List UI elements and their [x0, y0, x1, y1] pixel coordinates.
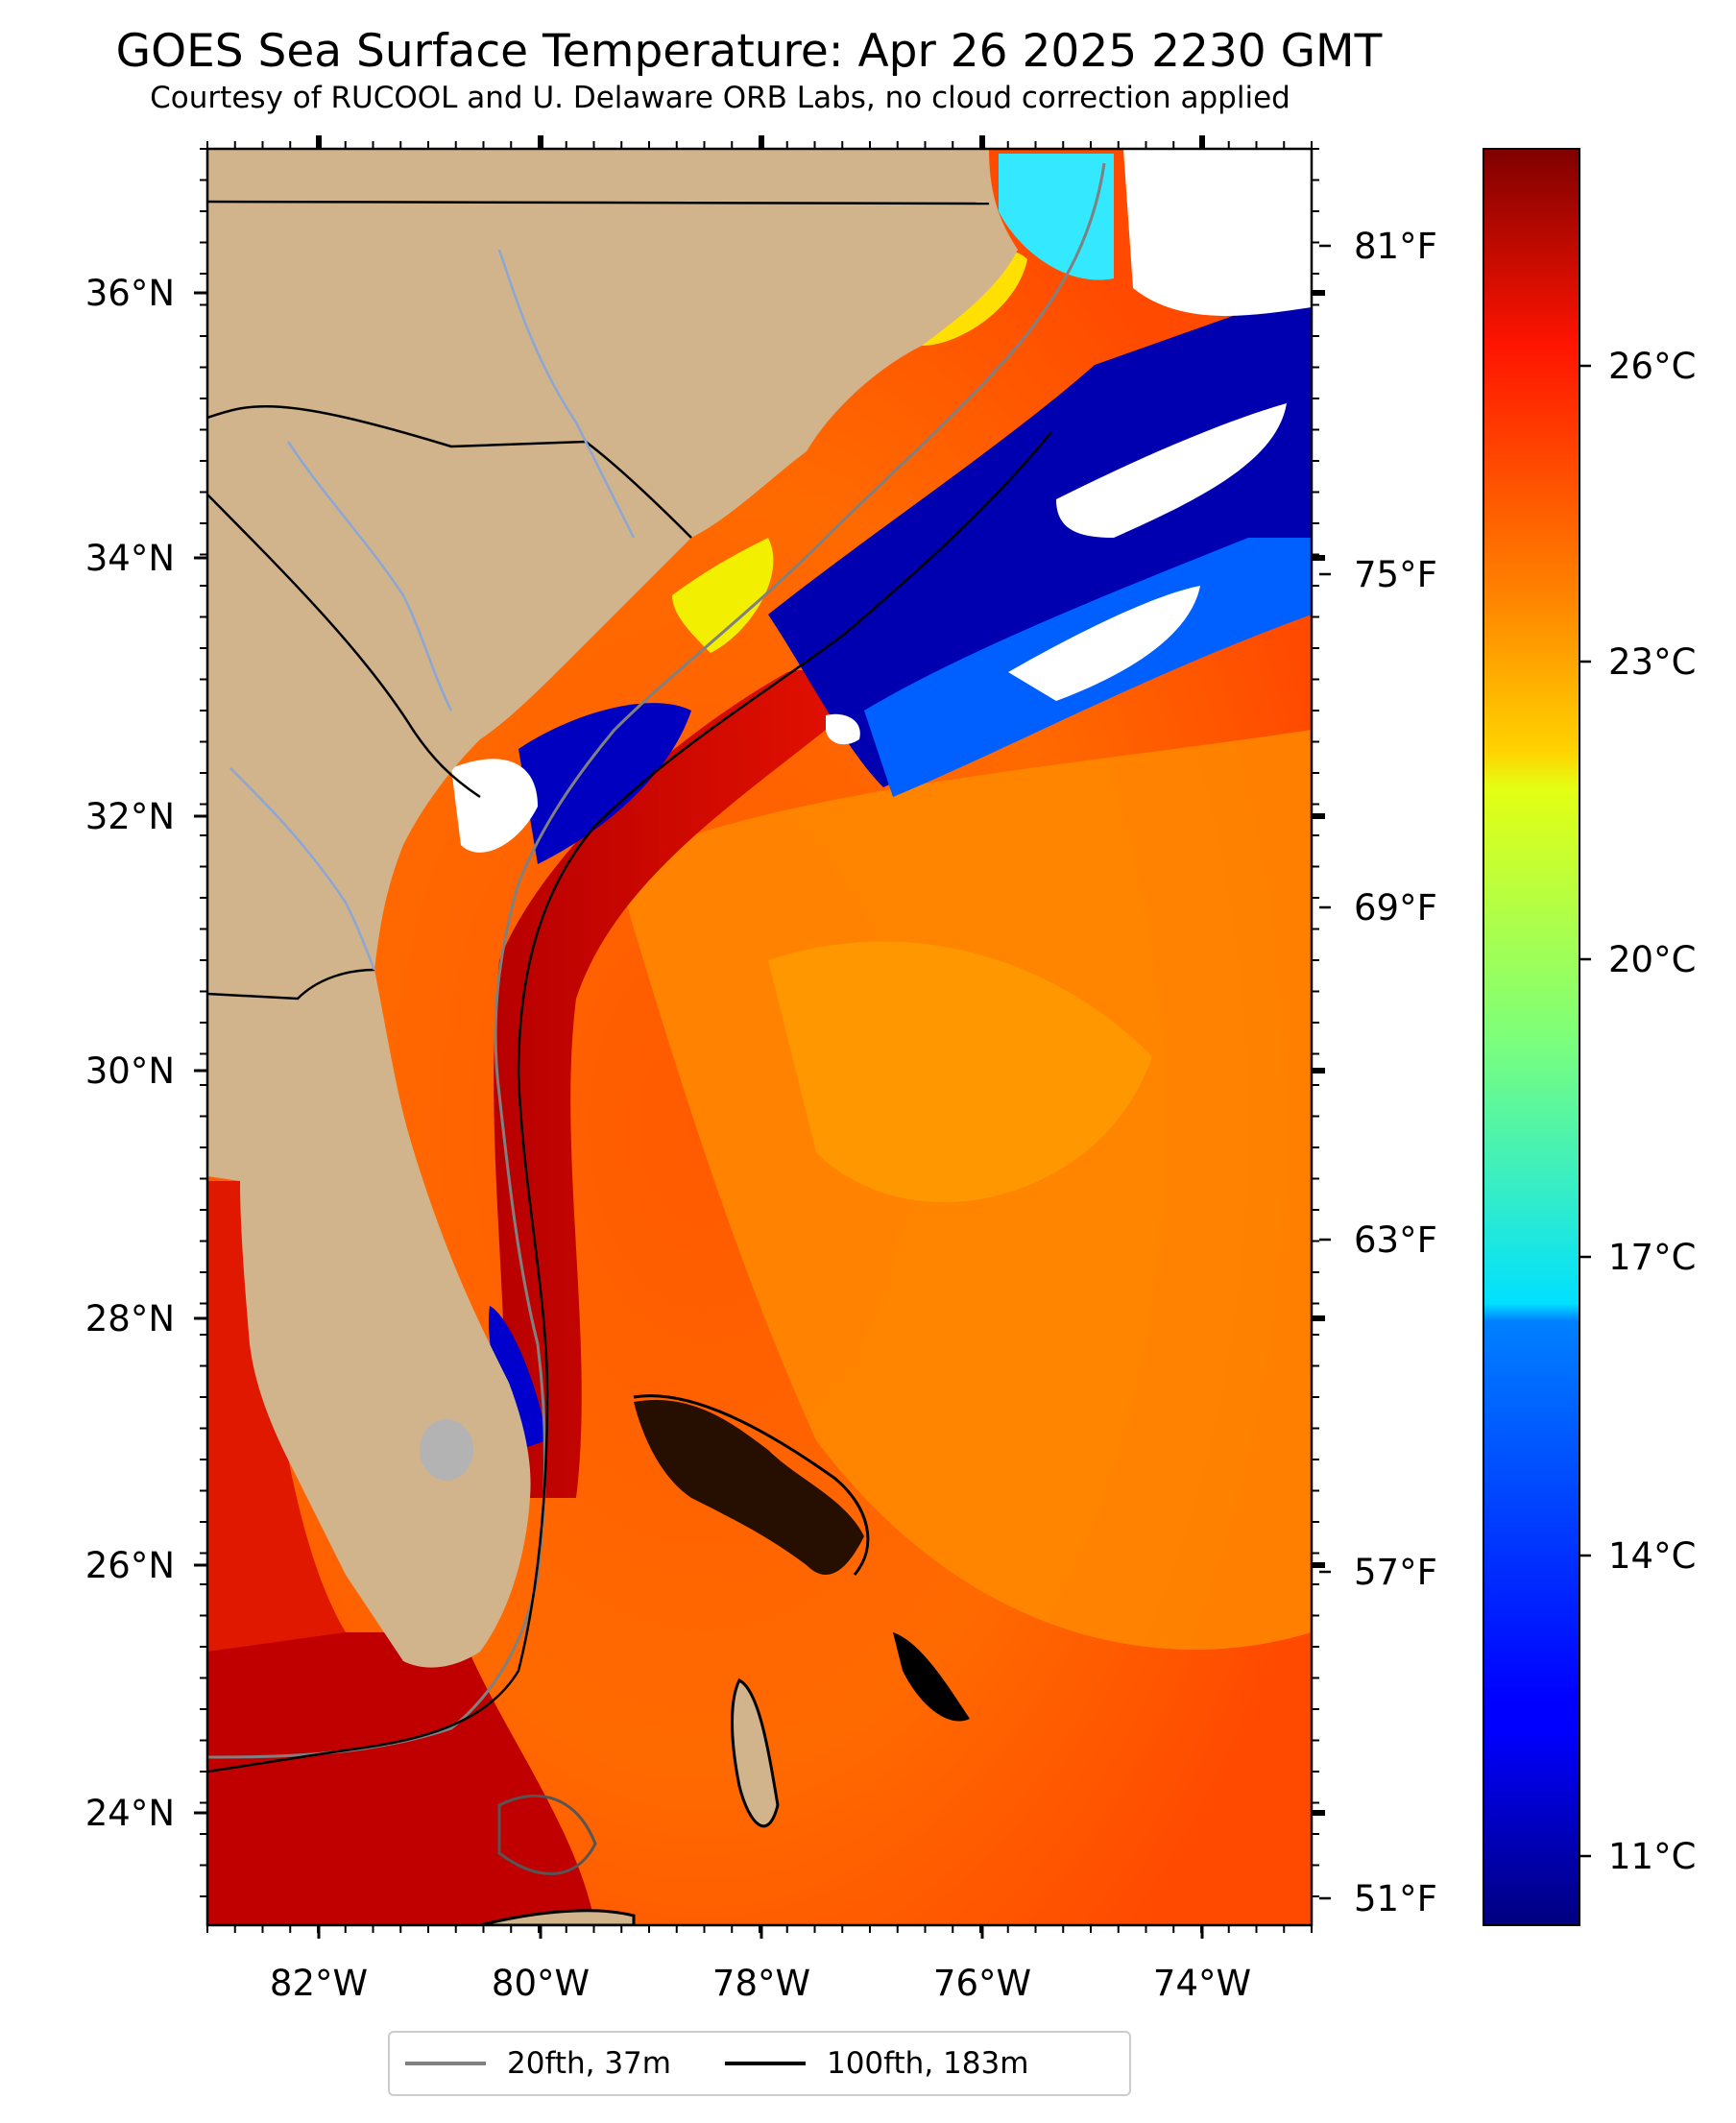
cbar-label-20: 20°C	[1608, 939, 1696, 980]
cloud-band-2	[1008, 586, 1200, 701]
lat-label-32: 32°N	[85, 796, 175, 837]
lon-label-82: 82°W	[270, 1963, 368, 2004]
f-label-69: 69°F	[1354, 887, 1437, 929]
lat-label-24: 24°N	[85, 1793, 175, 1834]
lat-label-34: 34°N	[85, 538, 175, 579]
ga-fl-border	[207, 968, 375, 1001]
lat-label-30: 30°N	[85, 1050, 175, 1092]
grand-bahama	[634, 1400, 864, 1575]
lat-label-26: 26°N	[85, 1545, 175, 1586]
land-us-southeast	[207, 149, 1018, 1668]
legend-item-100fth: 100fth, 183m	[724, 2046, 1029, 2081]
colorbar	[1483, 149, 1579, 1925]
contour-100fth	[207, 431, 1052, 1773]
colorbar-ticks	[1579, 364, 1591, 1858]
cbar-label-26: 26°C	[1608, 346, 1696, 387]
fahrenheit-axis: 81°F 75°F 69°F 63°F 57°F 51°F	[1354, 226, 1437, 1919]
lat-axis: 24°N 26°N 28°N 30°N 32°N 34°N 36°N	[85, 273, 175, 1834]
axis-ticks	[194, 135, 1331, 1939]
legend-label-20fth: 20fth, 37m	[507, 2046, 671, 2081]
gulf-stream	[494, 670, 833, 1498]
eleuthera	[893, 1632, 970, 1722]
cuba-coast	[479, 1909, 636, 1925]
contour-20fth	[207, 162, 1106, 1759]
cloud-ne	[1123, 149, 1312, 316]
cold-shelf-sc	[518, 703, 691, 864]
cloud-ga	[451, 759, 538, 853]
legend-item-20fth: 20fth, 37m	[405, 2046, 671, 2081]
cloud-band	[1056, 403, 1287, 538]
cbar-label-23: 23°C	[1608, 641, 1696, 683]
lon-label-78: 78°W	[712, 1963, 810, 2004]
lon-label-76: 76°W	[933, 1963, 1031, 2004]
lon-axis: 82°W 80°W 78°W 76°W 74°W	[270, 1963, 1251, 2004]
warm-eddy	[768, 941, 1152, 1203]
andros-island	[731, 1677, 780, 1828]
lon-label-74: 74°W	[1153, 1963, 1251, 2004]
contour-cay-sal	[497, 1794, 597, 1875]
chart-subtitle: Courtesy of RUCOOL and U. Delaware ORB L…	[150, 81, 1290, 115]
lat-label-28: 28°N	[85, 1298, 175, 1339]
cbar-label-14: 14°C	[1608, 1535, 1696, 1577]
river-1	[497, 249, 636, 539]
nearshore-yellow	[672, 538, 774, 653]
chart-title: GOES Sea Surface Temperature: Apr 26 202…	[115, 25, 1383, 78]
river-3	[229, 767, 376, 971]
f-label-57: 57°F	[1354, 1552, 1437, 1593]
f-label-81: 81°F	[1354, 226, 1437, 267]
cold-water-north	[768, 288, 1312, 787]
f-label-51: 51°F	[1354, 1878, 1437, 1919]
nc-sc-border	[207, 404, 692, 539]
cold-patch-florida	[489, 1306, 547, 1450]
f-label-63: 63°F	[1354, 1219, 1437, 1261]
f-label-75: 75°F	[1354, 554, 1437, 595]
legend: 20fth, 37m 100fth, 183m	[388, 2031, 1131, 2096]
sc-ga-border	[207, 494, 481, 799]
legend-label-100fth: 100fth, 183m	[826, 2046, 1029, 2081]
colorbar-frame	[1483, 148, 1580, 1926]
cbar-label-11: 11°C	[1608, 1836, 1696, 1877]
lon-label-80: 80°W	[492, 1963, 590, 2004]
lake-okeechobee	[420, 1419, 473, 1481]
cloud-spot	[826, 713, 860, 745]
river-2	[286, 441, 453, 712]
legend-line-black	[724, 2062, 806, 2065]
va-nc-border	[207, 200, 990, 205]
legend-line-gray	[405, 2062, 486, 2065]
map-area	[207, 149, 1312, 1925]
cbar-label-17: 17°C	[1608, 1237, 1696, 1278]
lat-label-36: 36°N	[85, 273, 175, 314]
contour-bahamas-bank	[633, 1394, 870, 1576]
chesapeake-cyan	[999, 154, 1114, 280]
